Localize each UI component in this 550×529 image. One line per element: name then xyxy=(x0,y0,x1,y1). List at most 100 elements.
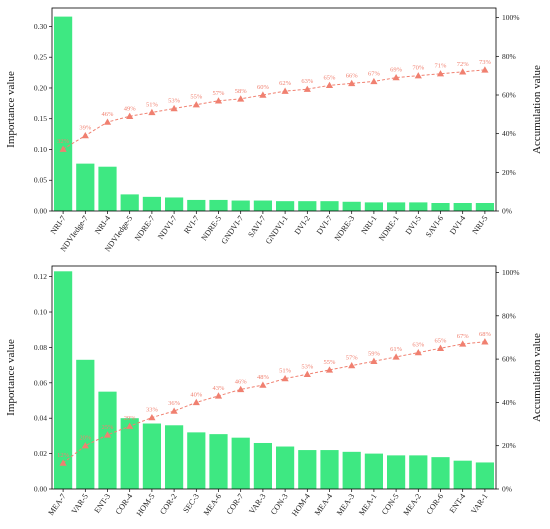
y2-tick-label: 80% xyxy=(502,52,516,61)
bar xyxy=(142,196,162,211)
bar xyxy=(386,202,406,211)
cumulative-label: 53% xyxy=(301,363,314,370)
cumulative-marker xyxy=(281,374,289,382)
x-tick-label: RVI-7 xyxy=(182,214,201,235)
y2-tick-label: 60% xyxy=(502,355,516,364)
cumulative-label: 66% xyxy=(346,72,359,79)
cumulative-marker xyxy=(459,68,467,75)
cumulative-label: 51% xyxy=(279,368,292,375)
x-tick-label: NDRE-7 xyxy=(133,214,157,242)
y-axis-label: Importance value xyxy=(5,71,17,148)
cumulative-label: 55% xyxy=(324,359,337,366)
x-tick-label: MEA-3 xyxy=(335,492,356,517)
bar xyxy=(76,359,95,489)
y-tick-label: 0.15 xyxy=(34,114,47,123)
cumulative-marker xyxy=(436,344,445,351)
bar xyxy=(298,201,317,211)
bar xyxy=(164,197,184,211)
cumulative-label: 57% xyxy=(213,90,226,97)
cumulative-marker xyxy=(481,66,489,73)
bar xyxy=(320,201,339,211)
bar xyxy=(320,450,339,489)
cumulative-marker xyxy=(170,407,178,414)
plot-frame xyxy=(51,7,497,212)
chart-panel-1: 0.00 0.05 0.10 0.15 0.20 0.25 0.30 0% 20% 40% 60% 8… xyxy=(5,7,543,253)
cumulative-marker xyxy=(214,97,223,104)
x-tick-label: NRI-1 xyxy=(359,214,378,236)
x-tick-label: NDRE-5 xyxy=(199,214,223,242)
cumulative-marker xyxy=(214,392,223,399)
x-tick-label: GNDVI-7 xyxy=(219,214,245,246)
cumulative-label: 20% xyxy=(79,435,92,442)
x-tick-label: MEA-4 xyxy=(313,492,334,517)
x-tick-label: COR-4 xyxy=(114,492,135,516)
cumulative-label: 51% xyxy=(146,101,159,108)
bar xyxy=(298,450,317,489)
cumulative-label: 71% xyxy=(435,63,448,70)
cumulative-label: 25% xyxy=(102,424,115,431)
bar xyxy=(342,201,361,211)
bar xyxy=(453,203,472,211)
bar xyxy=(209,199,228,211)
cumulative-marker xyxy=(325,81,334,89)
cumulative-marker xyxy=(281,87,289,94)
y-tick-label: 0.06 xyxy=(34,378,47,387)
cumulative-label: 29% xyxy=(124,415,137,422)
cumulative-label: 67% xyxy=(457,333,470,340)
y2-tick-label: 20% xyxy=(502,168,516,177)
cumulative-marker xyxy=(459,340,467,347)
x-tick-label: MEA-7 xyxy=(46,492,67,517)
x-tick-label: HOM-5 xyxy=(135,492,157,518)
cumulative-label: 53% xyxy=(168,98,181,105)
y-tick-label: 0.08 xyxy=(34,343,47,352)
x-tick-label: SAVI-6 xyxy=(424,214,445,239)
x-tick-label: DVI-5 xyxy=(404,214,423,236)
cumulative-marker xyxy=(192,398,200,406)
cumulative-marker xyxy=(414,72,422,79)
bar xyxy=(53,271,73,489)
x-tick-label: DVI-7 xyxy=(315,214,334,236)
x-tick-label: NRI-5 xyxy=(470,214,489,236)
cumulative-marker xyxy=(59,459,67,466)
y2-axis-label: Accumulation value xyxy=(531,65,543,154)
bar xyxy=(164,425,184,489)
bar xyxy=(475,462,495,489)
cumulative-marker xyxy=(148,108,156,116)
cumulative-marker xyxy=(303,370,311,377)
x-tick-label: COR-7 xyxy=(225,492,246,516)
bar xyxy=(253,442,273,489)
x-tick-label: VAR-5 xyxy=(70,492,90,516)
x-tick-label: NRI-4 xyxy=(93,214,112,236)
cumulative-label: 70% xyxy=(412,65,425,72)
cumulative-marker xyxy=(192,101,200,108)
y-tick-label: 0.12 xyxy=(34,272,47,281)
bar xyxy=(431,203,450,211)
bar xyxy=(187,199,206,211)
bar xyxy=(475,203,495,211)
y2-tick-label: 40% xyxy=(502,398,516,407)
cumulative-label: 68% xyxy=(479,331,492,338)
bar xyxy=(209,434,228,489)
y2-tick-label: 100% xyxy=(502,268,520,277)
cumulative-label: 32% xyxy=(57,138,70,145)
y2-tick-label: 100% xyxy=(502,13,520,22)
cumulative-marker xyxy=(348,79,356,87)
y-tick-label: 0.00 xyxy=(34,207,47,216)
x-tick-label: VAR-3 xyxy=(247,492,267,516)
cumulative-label: 61% xyxy=(390,346,403,353)
cumulative-marker xyxy=(126,112,134,119)
bar xyxy=(453,460,472,489)
y2-tick-label: 80% xyxy=(502,311,516,320)
cumulative-label: 57% xyxy=(346,355,359,362)
cumulative-marker xyxy=(436,70,445,77)
x-tick-label: NDRE-1 xyxy=(377,214,401,242)
x-tick-label: SEC-3 xyxy=(181,492,201,515)
x-tick-label: CON-5 xyxy=(380,492,401,516)
plot-frame xyxy=(51,265,497,490)
x-tick-label: VAR-1 xyxy=(469,492,489,516)
cumulative-label: 65% xyxy=(435,337,448,344)
x-tick-label: NDVI-7 xyxy=(156,214,179,241)
bar xyxy=(275,446,295,489)
cumulative-label: 33% xyxy=(146,407,159,414)
x-tick-label: MEA-6 xyxy=(202,492,223,517)
